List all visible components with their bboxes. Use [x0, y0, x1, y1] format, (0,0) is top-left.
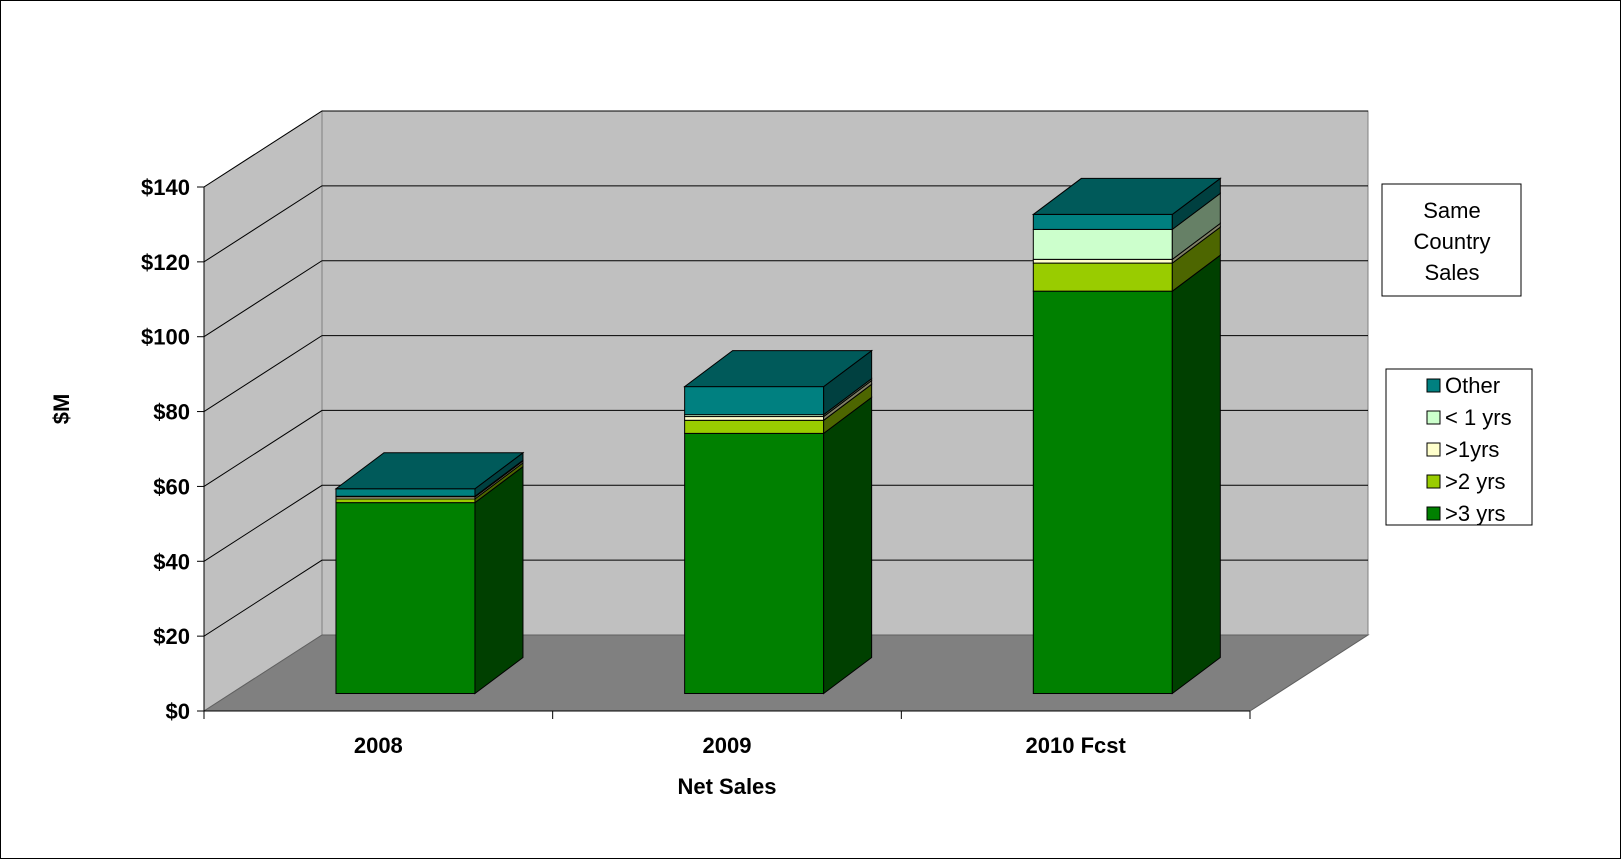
y-tick-label: $140: [141, 175, 190, 200]
y-tick-labels: $0 $20 $40 $60 $80 $100 $120 $140: [141, 175, 190, 724]
bar-segment: [684, 396, 873, 695]
gridlines: [203, 110, 1368, 637]
gridline: [203, 260, 1368, 338]
legend-swatch: [1426, 410, 1441, 425]
legend-label: >3 yrs: [1445, 501, 1506, 526]
y-tick-label: $60: [153, 474, 190, 499]
legend-label: >2 yrs: [1445, 469, 1506, 494]
bar-front: [1032, 262, 1173, 292]
legend-swatch: [1426, 378, 1441, 393]
legend-label: < 1 yrs: [1445, 405, 1512, 430]
x-tick-labels: 2008 2009 2010 Fcst: [354, 733, 1127, 758]
bars: [334, 177, 1222, 695]
legend-label: >1yrs: [1445, 437, 1499, 462]
legend-label: Other: [1445, 373, 1500, 398]
bar-top: [334, 452, 525, 490]
x-axis-title: Net Sales: [677, 774, 776, 799]
y-tick-label: $0: [166, 699, 190, 724]
side-wall: [203, 110, 323, 712]
bar-segment: [1032, 226, 1221, 293]
bar-segment: [1032, 254, 1221, 695]
y-axis-title: $M: [49, 394, 74, 425]
y-tick-label: $120: [141, 250, 190, 275]
bar-front: [1032, 228, 1173, 260]
y-tick-label: $40: [153, 549, 190, 574]
axes: [197, 186, 1251, 719]
gridline: [203, 409, 1368, 487]
x-tick-label: 2010 Fcst: [1026, 733, 1127, 758]
bar-segment: [684, 349, 873, 416]
gridline: [203, 110, 1368, 188]
y-tick-label: $80: [153, 400, 190, 425]
bar-front: [1032, 213, 1173, 230]
gridline: [203, 335, 1368, 412]
bar-front: [684, 419, 825, 434]
bar-side: [823, 396, 873, 695]
legend: Other < 1 yrs >1yrs >2 yrs >3 yrs: [1385, 368, 1533, 526]
annotation-box: Same Country Sales: [1381, 183, 1522, 297]
bar-segment: [684, 383, 873, 435]
gridline: [203, 559, 1368, 637]
bar-front: [1032, 258, 1173, 264]
bar-segment: [1032, 192, 1221, 261]
bar-side: [474, 465, 524, 695]
annotation-line-2: Country: [1413, 229, 1490, 254]
gridline: [203, 484, 1368, 562]
gridline: [203, 185, 1368, 263]
x-tick-label: 2009: [703, 733, 752, 758]
bar-top: [1031, 177, 1222, 215]
legend-swatch: [1426, 474, 1441, 489]
legend-swatch: [1426, 442, 1441, 457]
bar-front: [1032, 290, 1173, 695]
annotation-line-3: Sales: [1424, 260, 1479, 285]
y-tick-label: $100: [141, 325, 190, 350]
bar-front: [684, 416, 825, 421]
x-tick-label: 2008: [354, 733, 403, 758]
bar-segment: [335, 465, 524, 695]
bar-front: [335, 498, 476, 504]
annotation-line-1: Same: [1423, 198, 1480, 223]
bar-front: [335, 488, 476, 497]
legend-swatch: [1426, 506, 1441, 521]
bar-front: [684, 432, 825, 695]
bar-side: [1171, 254, 1221, 695]
bar-front: [684, 386, 825, 416]
bar-front: [335, 502, 476, 695]
y-tick-label: $20: [153, 624, 190, 649]
bar-top: [683, 350, 874, 388]
